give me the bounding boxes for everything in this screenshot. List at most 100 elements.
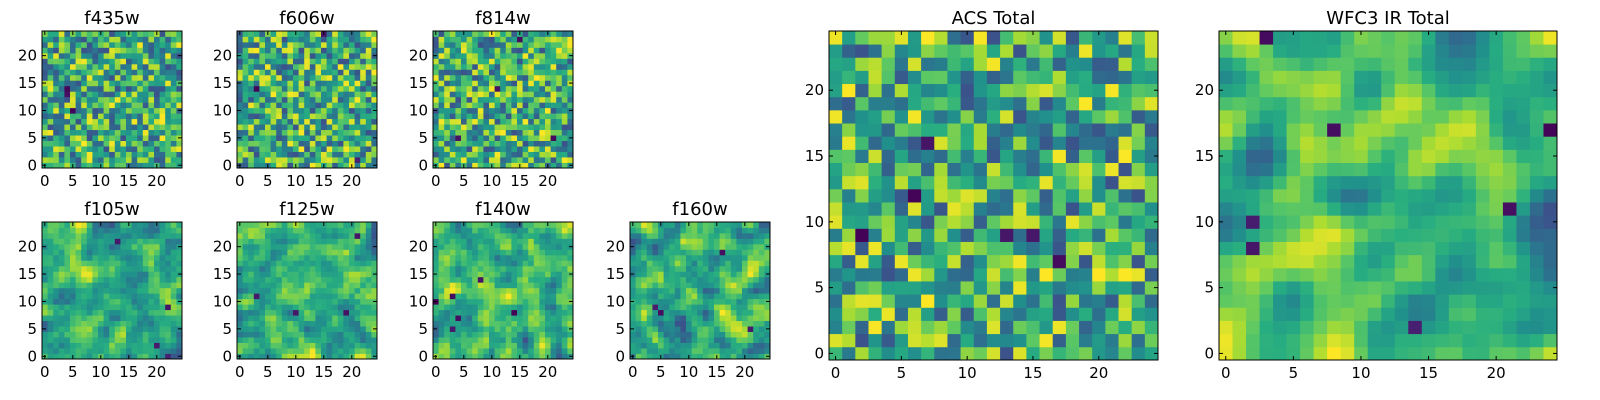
heatmap-cell — [742, 282, 748, 289]
heatmap-cell — [691, 227, 698, 234]
heatmap-cell — [1118, 320, 1133, 335]
heatmap-cell — [287, 96, 294, 103]
heatmap-cell — [960, 175, 975, 190]
heatmap-cell — [259, 58, 266, 65]
heatmap-cell — [466, 113, 473, 120]
heatmap-cell — [148, 309, 155, 316]
heatmap-cell — [86, 162, 93, 169]
heatmap-cell — [449, 249, 456, 256]
heatmap-cell — [561, 304, 568, 311]
heatmap-cell — [561, 342, 568, 349]
heatmap-cell — [697, 265, 704, 272]
heatmap-cell — [131, 287, 138, 294]
heatmap-cell — [483, 63, 490, 70]
heatmap-cell — [517, 113, 523, 120]
heatmap-cell — [444, 80, 451, 87]
heatmap-cell — [304, 146, 311, 152]
heatmap-cell — [365, 91, 372, 98]
heatmap-cell — [309, 276, 316, 283]
heatmap-cell — [466, 129, 473, 136]
heatmap-cell — [505, 309, 512, 316]
heatmap-cell — [550, 36, 557, 43]
heatmap-cell — [646, 320, 653, 327]
heatmap-cell — [58, 353, 65, 360]
heatmap-cell — [708, 342, 715, 349]
heatmap-cell — [237, 287, 243, 294]
heatmap-cell — [120, 320, 127, 327]
heatmap-cell — [758, 282, 765, 289]
heatmap-cell — [489, 69, 495, 76]
heatmap-cell — [714, 282, 720, 289]
heatmap-cell — [438, 41, 445, 48]
y-tick-label: 0 — [418, 156, 428, 174]
heatmap-cell — [461, 157, 467, 163]
heatmap-cell — [829, 254, 843, 269]
heatmap-cell — [489, 96, 495, 103]
heatmap-cell — [533, 331, 540, 338]
heatmap-cell — [98, 69, 104, 76]
heatmap-cell — [114, 31, 121, 37]
heatmap-cell — [736, 243, 743, 250]
heatmap-cell — [567, 41, 574, 48]
heatmap-cell — [1105, 162, 1119, 177]
heatmap-cell — [75, 331, 82, 338]
heatmap-cell — [674, 243, 681, 250]
heatmap-cell — [120, 271, 127, 278]
heatmap-cell — [444, 254, 451, 261]
heatmap-cell — [120, 243, 127, 250]
heatmap-cell — [1118, 254, 1133, 269]
heatmap-cell — [343, 232, 350, 239]
heatmap-cell — [126, 129, 132, 136]
heatmap-cell — [265, 113, 271, 120]
heatmap-cell — [511, 102, 518, 109]
heatmap-cell — [433, 320, 439, 327]
heatmap-cell — [265, 146, 271, 152]
heatmap-cell — [433, 157, 439, 163]
heatmap-cell — [635, 238, 642, 245]
heatmap-cell — [337, 107, 344, 114]
heatmap-cell — [332, 276, 339, 283]
heatmap-cell — [176, 113, 183, 120]
heatmap-cell — [855, 175, 869, 190]
heatmap-cell — [550, 271, 557, 278]
heatmap-cell — [298, 140, 305, 147]
heatmap-cell — [1079, 228, 1093, 242]
heatmap-cell — [281, 74, 288, 81]
heatmap-cell — [522, 157, 529, 163]
heatmap-cell — [293, 91, 299, 98]
heatmap-cell — [483, 129, 490, 136]
heatmap-cell — [483, 243, 490, 250]
heatmap-cell — [53, 320, 60, 327]
heatmap-cell — [533, 249, 540, 256]
heatmap-cell — [461, 298, 467, 305]
heatmap-cell — [53, 41, 60, 48]
heatmap-cell — [494, 124, 501, 131]
heatmap-cell — [242, 146, 249, 152]
heatmap-cell — [461, 315, 467, 322]
heatmap-cell — [528, 282, 535, 289]
heatmap-cell — [287, 348, 294, 354]
heatmap-cell — [545, 140, 551, 147]
heatmap-cell — [64, 157, 71, 163]
heatmap-cell — [973, 294, 988, 308]
heatmap-cell — [455, 63, 462, 70]
heatmap-cell — [248, 80, 255, 87]
heatmap-cell — [47, 293, 54, 300]
heatmap-cell — [691, 232, 698, 239]
heatmap-cell — [86, 222, 93, 228]
heatmap-cell — [142, 254, 149, 261]
heatmap-cell — [517, 63, 523, 70]
heatmap-cell — [539, 157, 546, 163]
heatmap-cell — [326, 293, 333, 300]
heatmap-cell — [360, 157, 367, 163]
heatmap-cell — [680, 353, 687, 360]
heatmap-cell — [658, 320, 664, 327]
heatmap-cell — [248, 135, 255, 141]
heatmap-cell — [142, 243, 149, 250]
heatmap-cell — [567, 74, 574, 81]
heatmap-cell — [550, 232, 557, 239]
heatmap-cell — [120, 331, 127, 338]
heatmap-cell — [855, 267, 869, 282]
heatmap-cell — [298, 107, 305, 114]
heatmap-cell — [53, 118, 60, 125]
